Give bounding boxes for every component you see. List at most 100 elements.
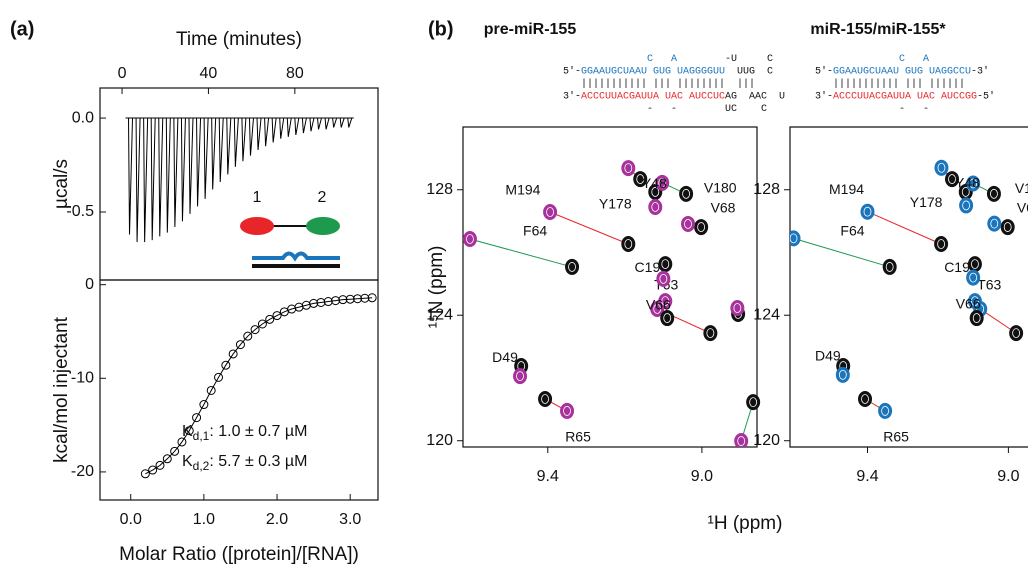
y-axis-label: kcal/mol injectant — [51, 316, 72, 462]
structure-segment: 5'- — [815, 65, 833, 77]
y-tick-label: 0 — [85, 276, 94, 293]
structure-line: 5'-GGAAUGCUAAU GUG UAGGGGUU UUG C — [563, 65, 773, 77]
bound-peak — [967, 293, 982, 310]
bound-peak-contour — [516, 371, 524, 381]
bound-peak-contour — [661, 296, 670, 307]
injection-peak — [256, 118, 262, 151]
free-peak — [679, 185, 694, 202]
fit-line — [145, 297, 373, 475]
bound-peak — [655, 174, 670, 191]
bound-peak-contour — [881, 406, 890, 416]
data-point — [206, 385, 216, 395]
data-point — [184, 426, 194, 436]
peak-label: V180 — [704, 180, 737, 196]
frame — [462, 126, 758, 448]
structure-segment: 3'- — [563, 90, 581, 102]
y-tick-label: 120 — [426, 432, 453, 449]
x-tick-label: 9.0 — [997, 468, 1019, 485]
data-point — [360, 293, 370, 303]
frame — [789, 126, 1028, 448]
free-peak — [633, 171, 648, 188]
x-axis-label: ¹H (ppm) — [708, 513, 783, 534]
x-tick-label: 9.0 — [691, 468, 713, 485]
structure-segment: -3' — [971, 65, 989, 77]
injection-peak — [332, 117, 338, 128]
spectrum: D49R65T63I204C196M194F64V66V68Y178V180Y4… — [790, 159, 1028, 445]
data-point — [155, 460, 165, 470]
free-peak-contour — [624, 239, 633, 249]
structure-segment: GGAAUGCUAAU GUG UAGGCCU — [833, 66, 971, 77]
injection-peak — [196, 118, 202, 207]
free-peak-contour — [682, 188, 691, 199]
bound-peak-contour — [466, 234, 474, 244]
data-point — [323, 297, 333, 307]
bound-peak-contour — [563, 406, 571, 416]
peak-label: T63 — [977, 277, 1001, 293]
bound-peak-contour — [733, 303, 742, 313]
shift-line — [867, 211, 942, 245]
bound-peak — [543, 204, 558, 221]
annotation: Kd,1: 1.0 ± 0.7 µM — [182, 423, 307, 443]
bound-peak-contour — [790, 233, 798, 244]
free-peak — [746, 394, 761, 411]
y-axis-label: µcal/s — [51, 159, 72, 209]
injection-peak — [286, 117, 292, 137]
bound-peak-contour — [684, 219, 692, 229]
bound-peak-contour — [737, 436, 746, 446]
data-point — [235, 340, 245, 350]
free-peak — [969, 310, 984, 327]
bound-peak — [560, 402, 575, 419]
peak-label: Y48 — [955, 174, 980, 190]
free-peak — [858, 391, 873, 407]
x-axis-label: Molar Ratio ([protein]/[RNA]) — [119, 544, 359, 565]
annotation-text: : 5.7 ± 0.3 µM — [209, 453, 307, 470]
peak-label: Y48 — [642, 175, 667, 191]
x-tick-label: 80 — [286, 65, 304, 82]
spectrum: D49R65T63I204C196M194F64V66V68Y178V180Y4… — [463, 160, 761, 447]
data-point — [272, 311, 282, 321]
injection-peak — [211, 118, 217, 190]
free-peak — [660, 310, 675, 327]
bound-peak — [730, 300, 745, 317]
peak-label: F64 — [523, 223, 547, 239]
bound-peak-contour — [937, 162, 946, 173]
bound-peak — [959, 197, 974, 214]
peak-label: V66 — [956, 295, 981, 311]
annotation: Kd,2: 5.7 ± 0.3 µM — [182, 453, 307, 473]
shift-line — [469, 238, 573, 268]
annotation-text: : 1.0 ± 0.7 µM — [209, 423, 307, 440]
peak-label: M194 — [829, 181, 864, 197]
injection-peak — [301, 117, 307, 134]
domain-2 — [306, 217, 340, 235]
bound-peak — [648, 199, 663, 215]
peak-label: D49 — [815, 348, 841, 364]
data-point — [353, 294, 363, 304]
peak-label: V68 — [711, 200, 736, 216]
free-peak-contour — [697, 222, 706, 232]
free-peak — [882, 258, 897, 275]
structure-segment: -5' — [977, 90, 995, 102]
injection-peak — [150, 118, 156, 241]
peak-label: V68 — [1017, 199, 1028, 215]
free-peak — [1009, 325, 1024, 342]
peak-label: V180 — [1015, 180, 1028, 196]
data-point — [221, 360, 231, 370]
structure-line: - - — [815, 104, 929, 115]
structure-segment: GGAAUGCUAAU GUG UAGGGGUU — [581, 66, 725, 77]
data-point — [140, 469, 150, 479]
structure-segment: -U C — [677, 54, 773, 65]
bound-peak-contour — [838, 369, 847, 380]
injection-peak — [135, 118, 141, 243]
bound-peak-contour — [863, 206, 872, 217]
free-peak-contour — [861, 394, 869, 404]
data-point — [309, 298, 319, 308]
bound-peak — [934, 159, 949, 176]
data-point — [228, 349, 238, 359]
shift-line — [549, 211, 629, 245]
injection-peak — [173, 118, 179, 228]
annotation-subscript: d,2 — [193, 459, 210, 473]
free-peak — [565, 258, 580, 275]
data-point — [257, 319, 267, 329]
data-point — [199, 400, 209, 410]
bound-peak-contour — [971, 296, 979, 307]
